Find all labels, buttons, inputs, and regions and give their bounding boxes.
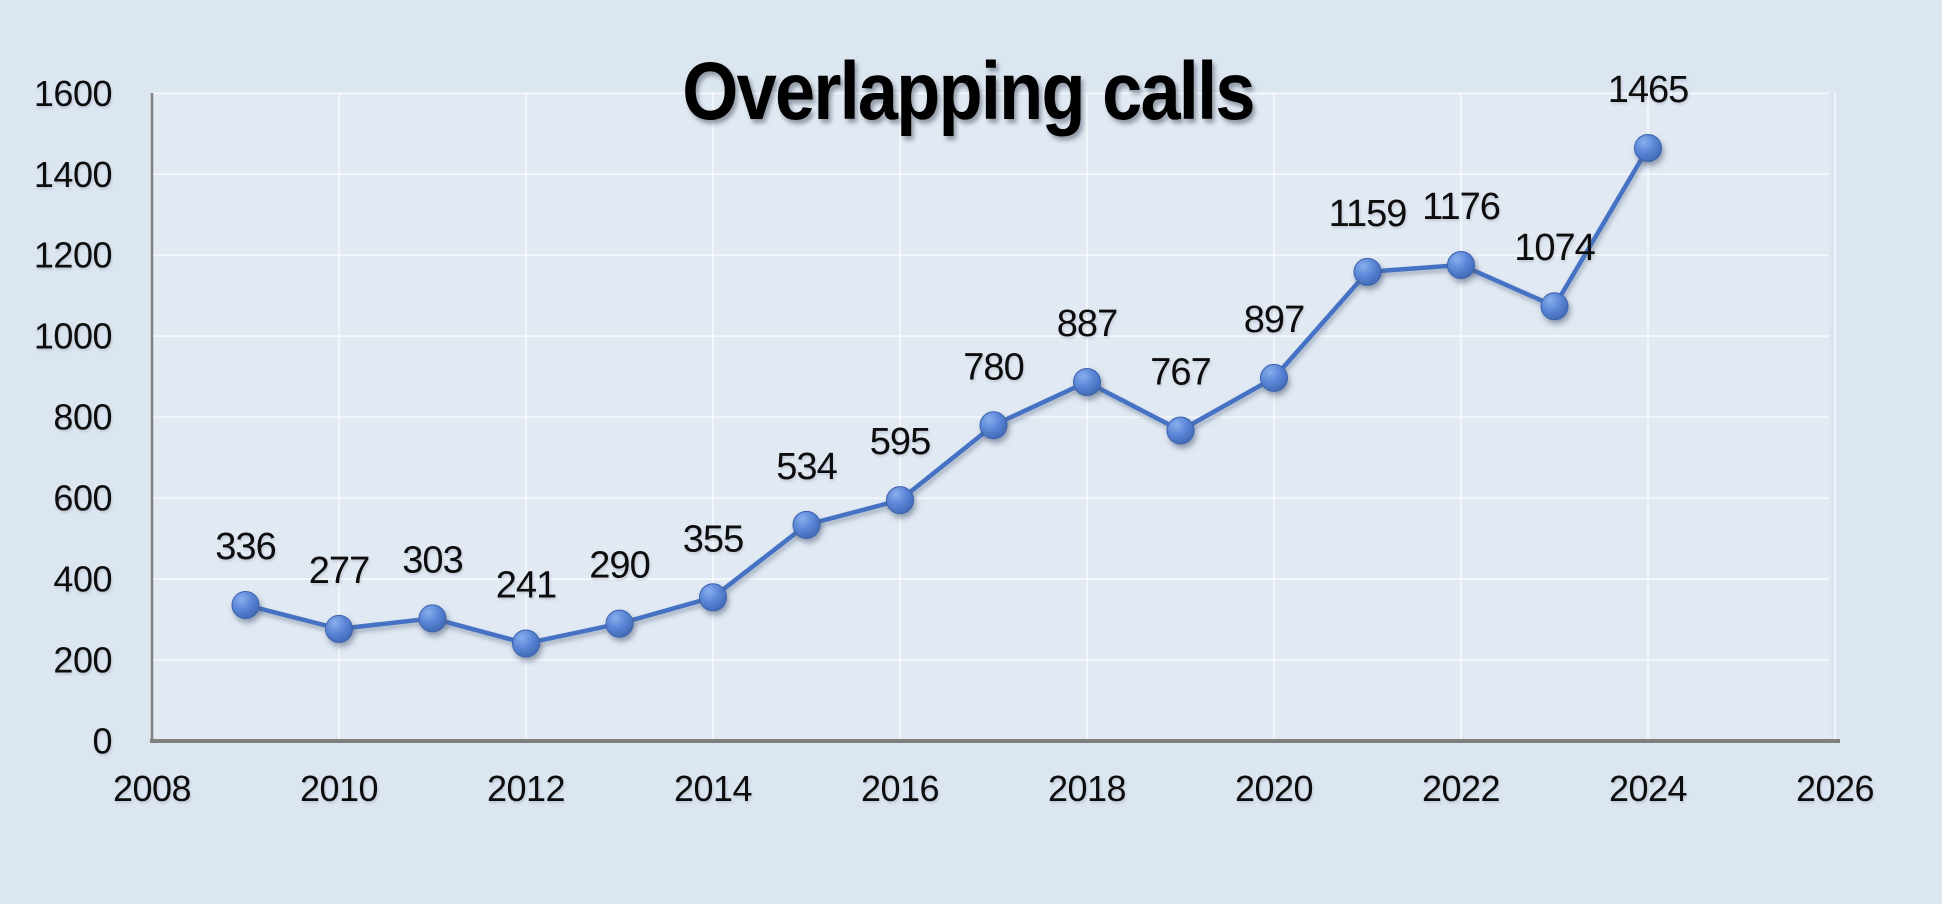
x-tick-label: 2022	[1422, 768, 1500, 809]
y-axis-tick-labels: 0 200 400 600 800 1000 1200 1400 1600	[34, 73, 113, 762]
data-point-label: 336	[215, 526, 275, 568]
y-tick-label: 1000	[34, 316, 112, 357]
y-tick-label: 1600	[34, 73, 112, 114]
data-point-marker	[325, 614, 353, 643]
data-point-label: 767	[1150, 352, 1210, 394]
y-tick-label: 800	[53, 397, 112, 438]
data-point-marker	[699, 583, 727, 612]
chart-title: Overlapping calls	[682, 46, 1254, 137]
data-point-marker	[1073, 367, 1101, 396]
x-tick-label: 2012	[487, 768, 565, 809]
data-point-marker	[512, 629, 540, 658]
data-point-label: 1465	[1608, 69, 1689, 111]
x-tick-label: 2026	[1796, 768, 1874, 809]
data-point-label: 1074	[1514, 227, 1595, 269]
series-polyline	[244, 146, 1650, 646]
data-point-label: 780	[963, 346, 1023, 388]
y-tick-label: 1400	[34, 154, 112, 195]
data-point-label: 595	[870, 421, 930, 463]
data-point-marker	[886, 486, 914, 515]
y-tick-label: 0	[92, 721, 112, 762]
axes	[150, 93, 1840, 743]
data-point-marker	[605, 609, 634, 638]
x-tick-label: 2010	[300, 768, 378, 809]
data-point-marker	[1353, 257, 1382, 286]
data-point-label: 897	[1244, 299, 1304, 341]
x-tick-label: 2014	[674, 768, 752, 809]
data-point-marker	[231, 590, 260, 619]
data-point-label: 241	[496, 564, 556, 606]
data-point-label: 303	[402, 539, 462, 581]
y-tick-label: 400	[53, 559, 112, 600]
x-tick-label: 2016	[861, 768, 939, 809]
y-tick-label: 1200	[34, 235, 112, 276]
data-point-label: 534	[776, 446, 837, 488]
data-point-label: 355	[683, 518, 743, 560]
gridlines	[152, 92, 1836, 739]
data-point-marker	[1540, 292, 1569, 321]
data-point-label: 887	[1057, 303, 1117, 345]
chart-title-group: Overlapping calls	[682, 46, 1255, 137]
data-series-markers	[231, 133, 1662, 658]
data-point-marker	[792, 510, 821, 539]
data-point-marker	[1166, 416, 1195, 445]
x-tick-label: 2018	[1048, 768, 1126, 809]
y-tick-label: 600	[53, 478, 112, 519]
data-labels: 336 277 303 241 290 355 534 595 780 887 767 897 1159…	[215, 69, 1689, 606]
data-point-label: 277	[309, 550, 369, 592]
data-point-marker	[1634, 133, 1662, 162]
data-point-label: 1176	[1422, 186, 1500, 228]
data-point-label: 1159	[1329, 193, 1407, 235]
data-point-marker	[979, 411, 1008, 440]
data-point-marker	[418, 604, 447, 633]
data-series-line	[244, 146, 1650, 646]
x-tick-label: 2024	[1609, 768, 1687, 809]
data-point-marker	[1260, 363, 1288, 392]
data-point-marker	[1447, 250, 1475, 279]
y-tick-label: 200	[53, 640, 112, 681]
x-axis-tick-labels: 2008 2010 2012 2014 2016 2018 2020 2022 2024 2026	[113, 768, 1875, 809]
x-tick-label: 2020	[1235, 768, 1313, 809]
data-point-label: 290	[589, 545, 649, 587]
x-tick-label: 2008	[113, 768, 191, 809]
